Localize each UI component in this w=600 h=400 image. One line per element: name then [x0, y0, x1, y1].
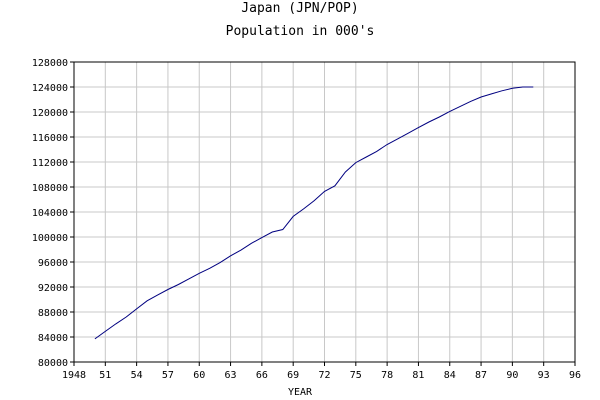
x-tick-label: 90	[506, 370, 518, 381]
x-tick-label: 69	[287, 370, 299, 381]
x-tick-label: 96	[569, 370, 581, 381]
y-tick-labels: 80000 84000 88000 92000 96000 100000 104000 108…	[32, 58, 68, 369]
x-tick-label: 60	[193, 370, 205, 381]
x-tick-label: 72	[318, 370, 330, 381]
x-tick-label: 63	[225, 370, 237, 381]
y-tick-label: 112000	[32, 158, 68, 169]
x-tick-label: 57	[162, 370, 174, 381]
x-tick-labels: 1948 51 54 57 60 63 66 69 72 75 78 81 84 87 90 93 96	[62, 370, 581, 381]
y-tick-label: 80000	[38, 358, 68, 369]
chart-title: Japan (JPN/POP)	[241, 1, 359, 16]
grid-lines	[73, 61, 576, 363]
x-axis-label: YEAR	[288, 387, 313, 398]
y-tick-label: 100000	[32, 233, 68, 244]
x-tick-label: 93	[538, 370, 550, 381]
y-tick-label: 88000	[38, 308, 68, 319]
y-tick-label: 124000	[32, 83, 68, 94]
y-tick-label: 120000	[32, 108, 68, 119]
x-tick-label: 81	[412, 370, 424, 381]
y-tick-label: 108000	[32, 183, 68, 194]
y-tick-label: 96000	[38, 258, 68, 269]
y-tick-label: 84000	[38, 333, 68, 344]
x-tick-label: 66	[256, 370, 268, 381]
y-tick-label: 104000	[32, 208, 68, 219]
x-tick-label: 75	[350, 370, 362, 381]
y-tick-label: 92000	[38, 283, 68, 294]
x-tick-label: 1948	[62, 370, 86, 381]
x-tick-label: 54	[131, 370, 143, 381]
y-tick-label: 128000	[32, 58, 68, 69]
series-line	[94, 86, 534, 340]
x-tick-label: 87	[475, 370, 487, 381]
y-tick-label: 116000	[32, 133, 68, 144]
x-tick-label: 84	[444, 370, 456, 381]
x-tick-label: 51	[99, 370, 111, 381]
x-tick-label: 78	[381, 370, 393, 381]
axis-ticks	[70, 61, 576, 366]
series-lines	[94, 86, 534, 340]
chart-subtitle: Population in 000's	[225, 24, 375, 39]
